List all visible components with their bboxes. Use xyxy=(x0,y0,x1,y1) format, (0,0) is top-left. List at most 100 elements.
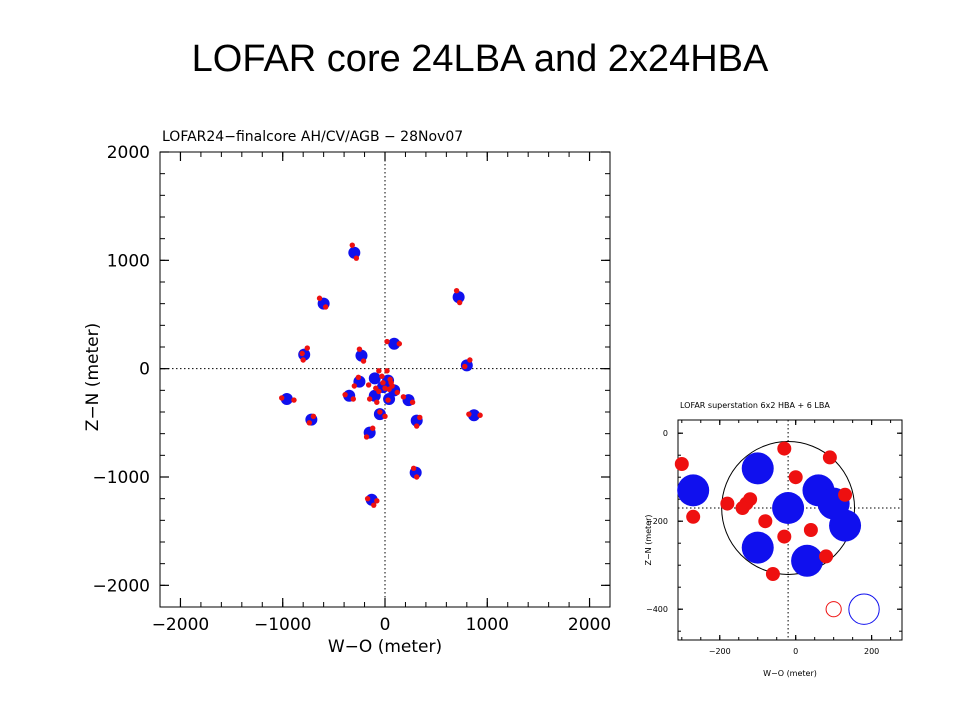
core-layout-chart: LOFAR24−finalcore AH/CV/AGB − 28Nov07 W−… xyxy=(83,129,611,657)
data-point-red-dot xyxy=(370,425,376,431)
data-point-red-dot xyxy=(366,396,373,402)
data-point-red-disk-small xyxy=(777,441,792,456)
data-point-blue-dot xyxy=(368,372,381,385)
y-tick-label: 0 xyxy=(139,360,150,380)
data-point-red-dot xyxy=(400,394,407,400)
data-point-red-dot xyxy=(477,412,483,418)
data-point-red-disk-small xyxy=(765,567,780,581)
plot-frame xyxy=(677,419,903,641)
main-chart-title: LOFAR24−finalcore AH/CV/AGB − 28Nov07 xyxy=(162,129,463,145)
y-tick-label: 1000 xyxy=(107,251,150,271)
data-point-red-dot xyxy=(299,350,305,357)
data-point-red-disk-small xyxy=(720,496,735,511)
data-point-red-disk-small xyxy=(819,549,834,564)
data-point-red-disk-small xyxy=(803,523,818,537)
data-point-red-disk-small xyxy=(758,514,773,529)
y-tick-label: −2000 xyxy=(92,576,150,596)
inset-y-axis-label: Z−N (meter) xyxy=(644,514,653,565)
data-point-red-dot xyxy=(410,465,417,472)
main-y-axis-label: Z−N (meter) xyxy=(83,323,103,431)
x-tick-label: 2000 xyxy=(568,615,611,635)
data-point-red-dot xyxy=(382,385,388,391)
data-point-red-dot xyxy=(371,502,377,508)
x-tick-label: −1000 xyxy=(254,615,312,635)
x-tick-label: −200 xyxy=(709,647,731,656)
data-point-red-dot xyxy=(322,304,329,310)
inset-x-axis-label: W−O (meter) xyxy=(763,669,817,678)
data-point-red-dot xyxy=(279,395,285,401)
y-tick-label: −400 xyxy=(646,605,668,614)
data-point-red-disk-small xyxy=(686,509,701,524)
data-point-blue-disk-large xyxy=(772,492,805,524)
data-point-blue-disk-large xyxy=(829,509,862,542)
data-point-blue-dot xyxy=(452,291,465,304)
data-point-red-dot xyxy=(374,399,380,405)
data-point-red-dot xyxy=(414,474,420,480)
data-point-red-dot xyxy=(385,397,391,403)
data-point-red-dot xyxy=(467,357,473,363)
data-point-red-dot xyxy=(342,391,348,398)
y-tick-label: 2000 xyxy=(107,143,150,163)
x-tick-label: 0 xyxy=(793,647,798,656)
data-point-red-dot xyxy=(316,295,323,301)
data-point-red-dot xyxy=(377,409,383,415)
data-point-red-dot xyxy=(379,373,385,379)
data-point-red-dot xyxy=(396,341,403,347)
y-tick-label: 0 xyxy=(663,429,668,438)
data-point-red-dot xyxy=(384,338,390,345)
data-point-red-dot xyxy=(304,345,310,351)
x-tick-label: 200 xyxy=(864,647,879,656)
data-point-red-dot xyxy=(382,413,388,420)
data-point-red-dot xyxy=(365,382,372,388)
data-point-red-dot xyxy=(351,383,358,389)
data-point-blue-disk-large xyxy=(677,474,710,507)
data-point-red-disk-small xyxy=(838,487,853,502)
data-point-red-disk-small xyxy=(735,501,750,515)
data-point-red-dot xyxy=(388,380,394,386)
data-point-red-dot xyxy=(414,423,420,429)
data-point-red-dot xyxy=(409,399,416,405)
data-point-red-dot xyxy=(364,495,371,502)
data-point-blue-disk-large xyxy=(741,531,774,564)
data-point-red-dot xyxy=(417,414,423,421)
data-point-red-dot xyxy=(376,388,382,395)
x-tick-label: −2000 xyxy=(152,615,210,635)
data-point-red-dot xyxy=(380,380,386,386)
data-point-red-dot xyxy=(462,363,468,370)
data-point-red-dot xyxy=(363,434,370,440)
data-point-blue-dot xyxy=(280,393,293,405)
data-point-red-dot xyxy=(376,368,382,374)
data-point-red-dot xyxy=(300,357,306,363)
main-x-axis-label: W−O (meter) xyxy=(328,637,442,657)
data-point-red-dot xyxy=(291,397,297,403)
scale-circle xyxy=(825,601,842,618)
data-point-red-dot xyxy=(356,346,363,352)
scale-circle xyxy=(848,593,880,625)
data-point-red-dot xyxy=(384,368,390,374)
data-point-red-dot xyxy=(466,411,472,417)
data-point-red-disk-small xyxy=(777,529,792,544)
data-point-blue-disk-large xyxy=(791,544,824,577)
data-point-red-dot xyxy=(306,420,313,426)
data-point-red-dot xyxy=(374,498,380,504)
data-point-blue-disk-large xyxy=(741,452,774,485)
superstation-chart: LOFAR superstation 6x2 HBA + 6 LBA W−O (… xyxy=(644,401,903,678)
data-point-red-dot xyxy=(394,389,400,396)
data-point-red-dot xyxy=(310,413,317,420)
y-tick-label: −1000 xyxy=(92,468,150,488)
data-point-red-dot xyxy=(453,287,460,294)
data-point-red-dot xyxy=(355,374,362,381)
data-point-red-disk-small xyxy=(674,457,689,471)
data-point-blue-dot xyxy=(467,409,480,422)
x-tick-label: 0 xyxy=(380,615,391,635)
data-point-red-disk-small xyxy=(788,470,803,485)
data-point-red-dot xyxy=(456,299,463,306)
superstation-outline xyxy=(721,441,856,575)
data-point-red-disk-small xyxy=(822,450,837,465)
slide-title: LOFAR core 24LBA and 2x24HBA xyxy=(191,38,769,80)
data-point-red-dot xyxy=(349,242,355,248)
y-tick-label: −200 xyxy=(646,517,668,526)
inset-chart-title: LOFAR superstation 6x2 HBA + 6 LBA xyxy=(680,401,830,410)
data-point-blue-dot xyxy=(388,337,401,350)
